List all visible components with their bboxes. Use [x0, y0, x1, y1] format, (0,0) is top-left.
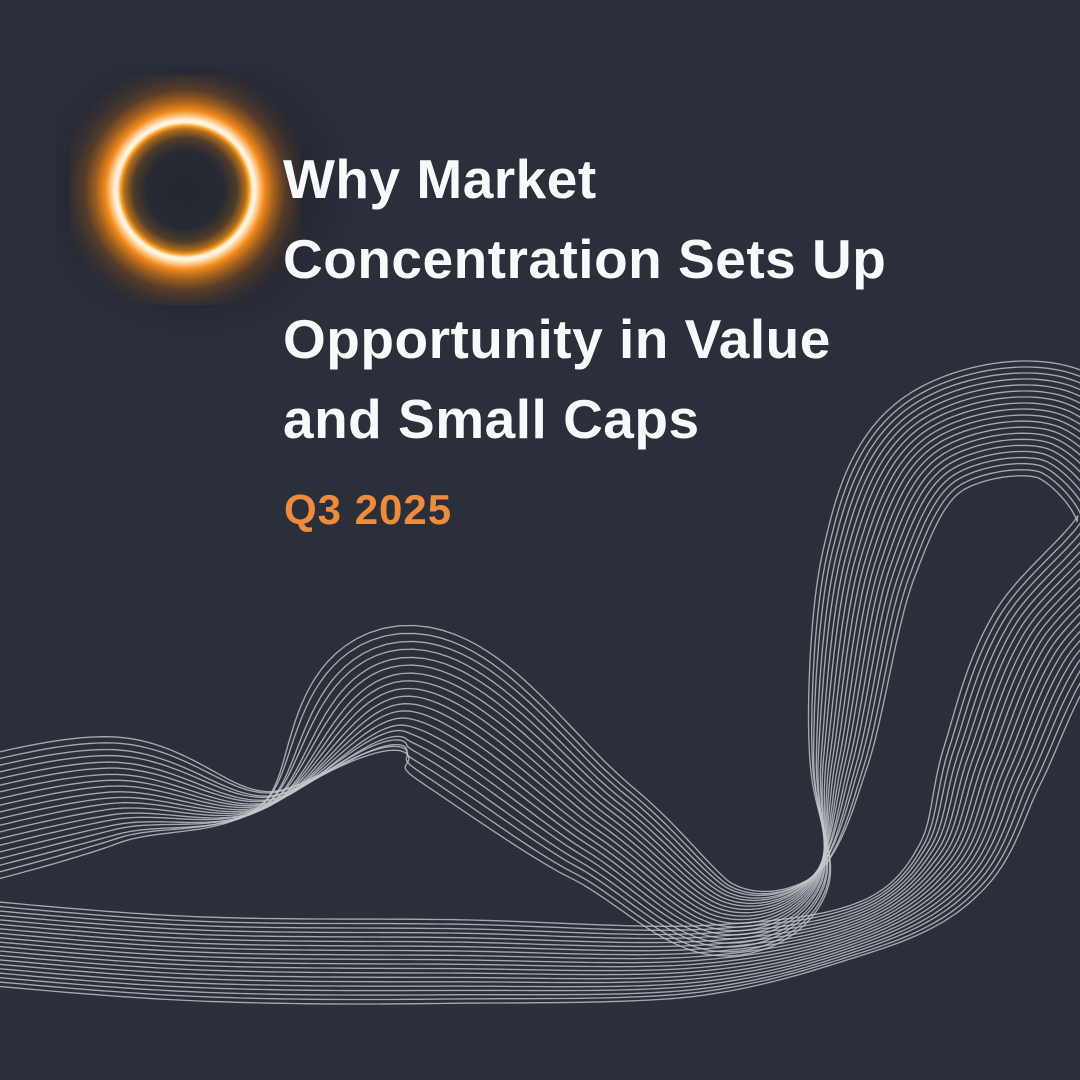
quarter-label: Q3 2025	[284, 486, 453, 533]
wave-line	[0, 378, 1080, 992]
title-line-1: Why Market	[283, 148, 597, 210]
wave-line	[0, 360, 1080, 1005]
wave-line	[0, 475, 1079, 927]
wave-line	[0, 450, 1080, 944]
title-line-4: and Small Caps	[283, 388, 700, 450]
wave-line	[0, 426, 1080, 960]
wave-line	[0, 390, 1080, 984]
wave-line	[0, 432, 1080, 956]
wave-line	[0, 372, 1080, 996]
wave-line	[0, 456, 1080, 940]
wave-line	[0, 444, 1080, 948]
wave-line	[0, 366, 1080, 1001]
wave-line	[0, 438, 1080, 952]
wave-line	[0, 408, 1080, 972]
title-line-2: Concentration Sets Up	[283, 228, 887, 290]
wave-line	[0, 396, 1080, 980]
wave-line	[0, 420, 1080, 964]
title-line-3: Opportunity in Value	[283, 308, 831, 370]
page-title: Why Market Concentration Sets Up Opportu…	[283, 139, 983, 459]
wave-line	[0, 402, 1080, 976]
glowing-ring-logo-icon	[70, 75, 300, 305]
wave-line	[0, 414, 1080, 968]
wave-line	[0, 384, 1080, 988]
wave-line	[0, 469, 1080, 931]
wave-line	[0, 462, 1080, 936]
